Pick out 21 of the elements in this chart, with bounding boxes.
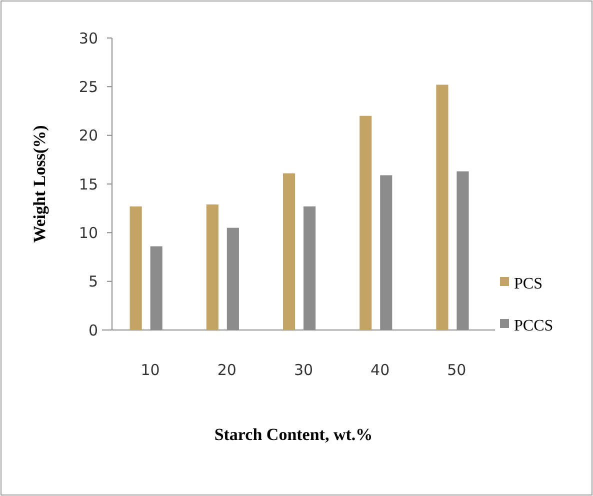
bar: [360, 116, 372, 330]
x-tick-label: 10: [140, 361, 160, 379]
y-tick-label: 20: [78, 126, 98, 145]
bar: [206, 204, 218, 330]
y-tick-label: 30: [78, 29, 98, 48]
legend-label: PCS: [514, 276, 542, 293]
x-tick-label: 20: [217, 361, 236, 379]
x-tick-label: 40: [370, 361, 390, 379]
bar: [130, 206, 142, 330]
y-tick-label: 5: [88, 272, 98, 291]
legend-label: PCCS: [514, 318, 554, 335]
x-tick-label: 50: [447, 361, 466, 379]
y-tick-label: 25: [78, 78, 98, 96]
y-tick-label: 10: [78, 224, 98, 242]
x-tick-label: 30: [294, 361, 314, 379]
y-tick-label: 0: [88, 321, 98, 340]
bar: [436, 84, 448, 330]
bar: [282, 173, 296, 330]
y-axis-title: Weight Loss(%): [30, 125, 49, 243]
y-tick-label: 15: [78, 175, 98, 194]
x-axis-title: Starch Content, wt.%: [214, 425, 373, 444]
